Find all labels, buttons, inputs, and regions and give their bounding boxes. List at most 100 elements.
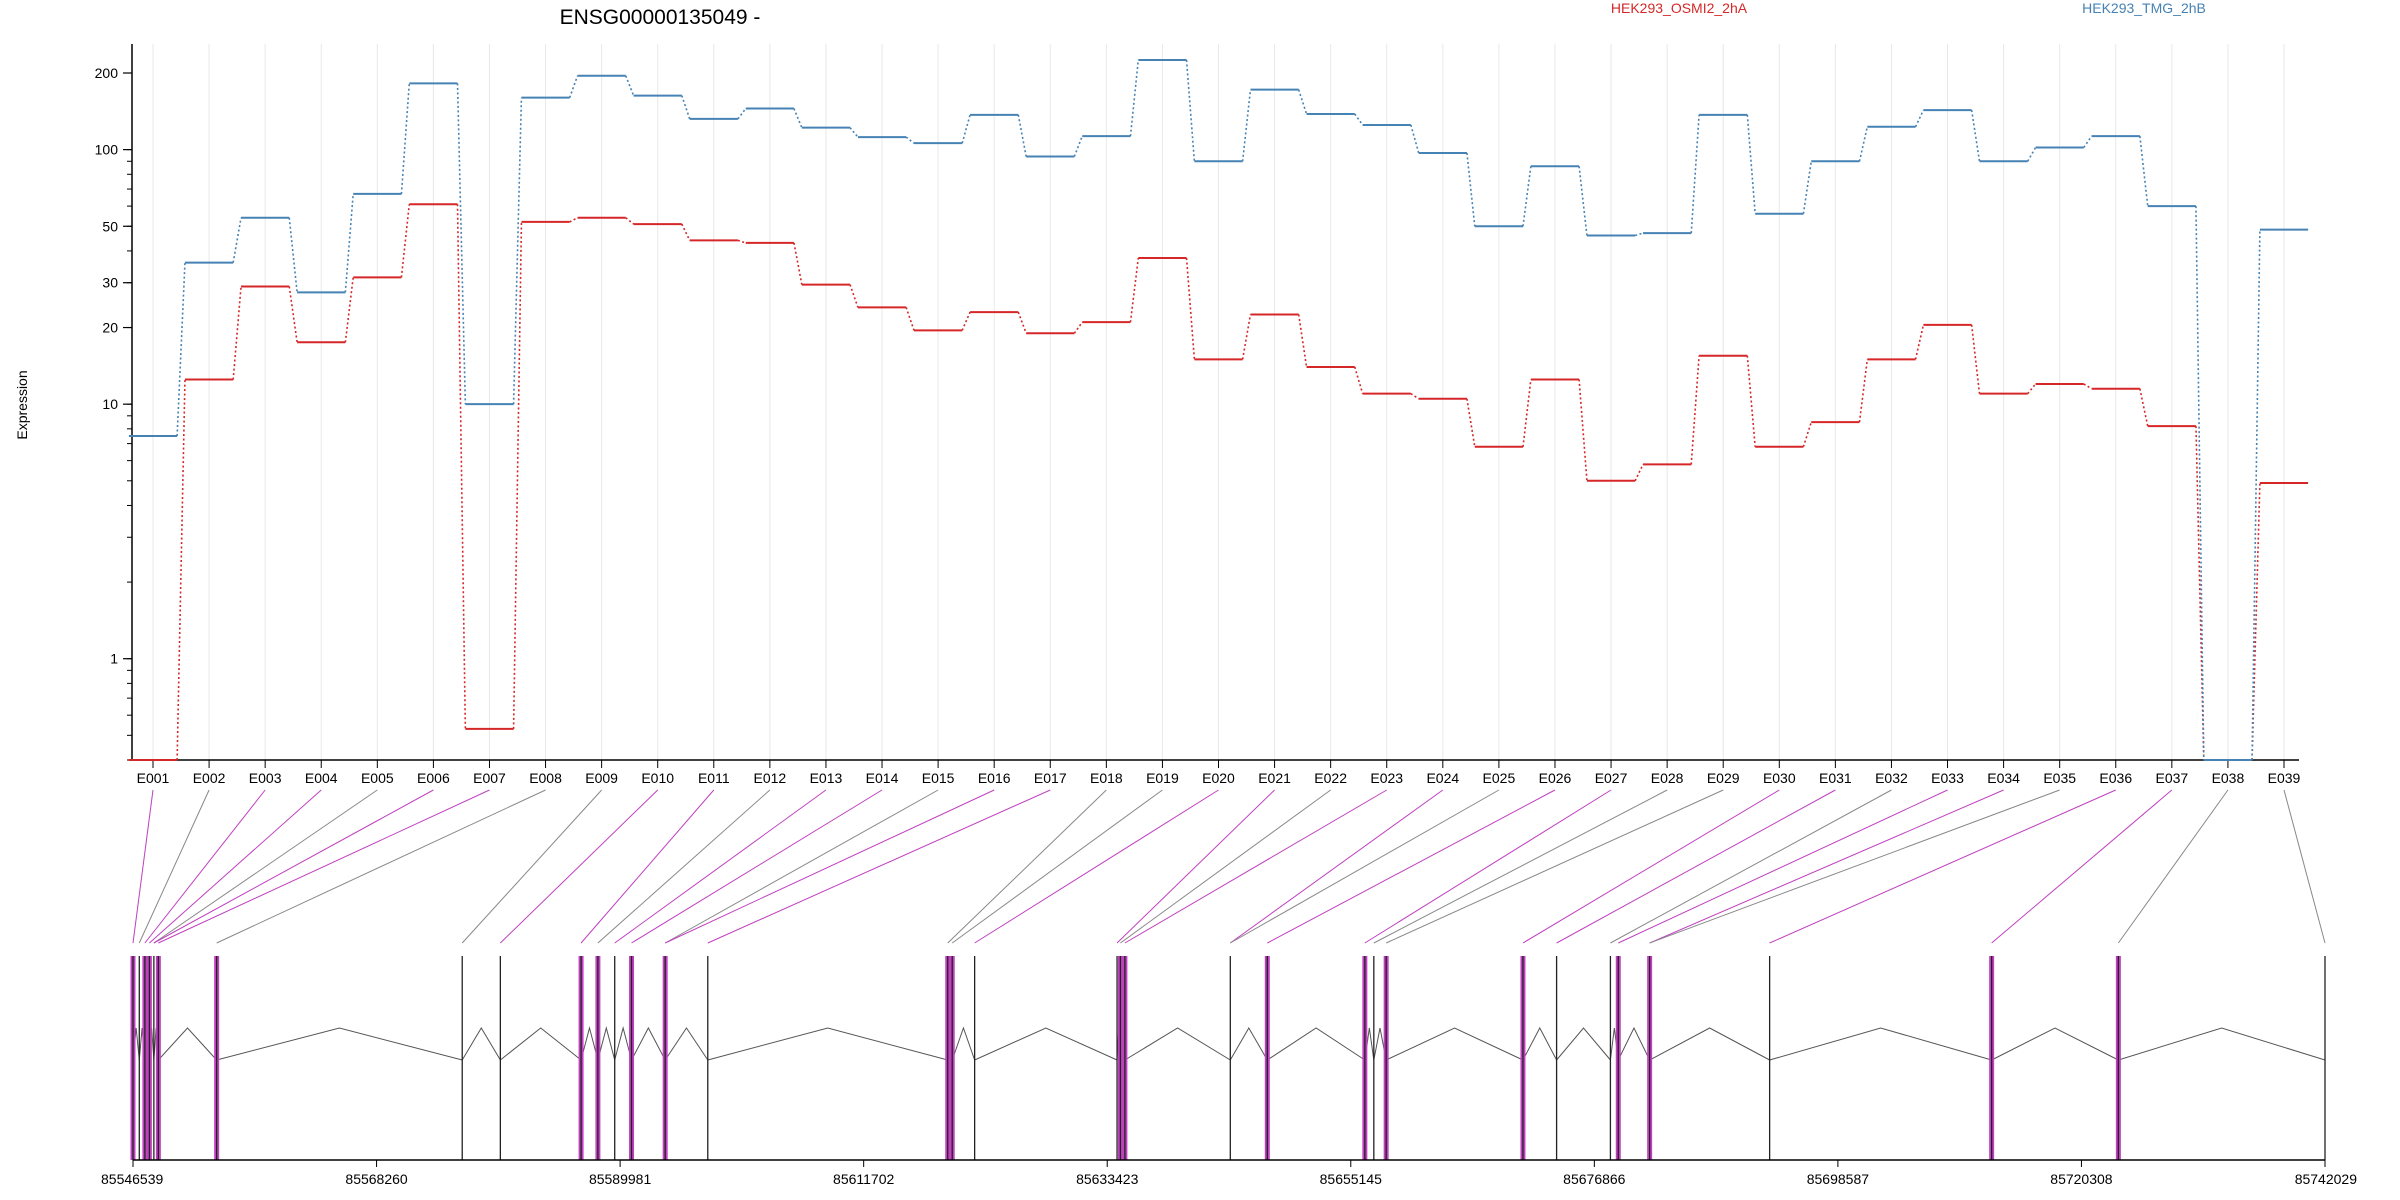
legend-series-2: HEK293_TMG_2hB <box>2082 0 2206 16</box>
series-connector <box>1746 355 1756 447</box>
exon-link <box>664 789 995 944</box>
x-tick-label: E013 <box>810 770 843 786</box>
exon-link <box>158 789 490 944</box>
x-tick-label: E021 <box>1258 770 1291 786</box>
coordinate-tick-label: 85676866 <box>1563 1171 1626 1187</box>
exon-link <box>1120 789 1331 944</box>
axes: 1 10 20 30 50 100 200 E001 E002 E003 E004 E005 E006 E… <box>95 44 2301 786</box>
exon-link <box>951 789 1163 944</box>
x-tick-label: E035 <box>2043 770 2076 786</box>
series-connector <box>1073 321 1083 334</box>
exon-link <box>631 789 883 944</box>
intron-line <box>1649 1027 1770 1061</box>
x-tick-label: E003 <box>249 770 282 786</box>
intron-line <box>1124 1027 1231 1061</box>
x-tick-label: E016 <box>978 770 1011 786</box>
series-connector <box>512 97 523 405</box>
series-connector <box>793 242 803 285</box>
x-tick-label: E034 <box>1987 770 2020 786</box>
x-tick-label: E022 <box>1314 770 1347 786</box>
x-tick-label: E012 <box>754 770 787 786</box>
series-connector <box>2083 135 2093 148</box>
x-tick-label: E014 <box>866 770 899 786</box>
x-tick-label: E032 <box>1875 770 1908 786</box>
series-connector <box>288 286 298 343</box>
series-connector <box>849 284 859 308</box>
y-tick-label: 200 <box>95 65 119 81</box>
x-tick-label: E009 <box>585 770 618 786</box>
coordinate-tick-label: 85611702 <box>833 1171 894 1187</box>
intron-line <box>1229 1027 1268 1061</box>
x-tick-label: E033 <box>1931 770 1964 786</box>
series-connector <box>2027 147 2037 162</box>
series-connector <box>1297 314 1308 368</box>
y-tick-label: 100 <box>95 142 119 158</box>
x-tick-label: E030 <box>1763 770 1796 786</box>
x-tick-label: E019 <box>1146 770 1179 786</box>
series-connector <box>2195 206 2205 761</box>
exon-link <box>614 789 827 944</box>
intron-line <box>1267 1027 1366 1061</box>
series-connector <box>400 83 411 194</box>
series-connector <box>1354 113 1364 126</box>
x-tick-label: E038 <box>2212 770 2245 786</box>
intron-line <box>1617 1026 1651 1061</box>
series-connector <box>2251 229 2261 761</box>
series-connector <box>1185 257 1196 360</box>
exon-link <box>1769 789 2116 944</box>
coordinate-tick-label: 85720308 <box>2050 1171 2113 1187</box>
intron-line <box>1522 1026 1558 1061</box>
exon-link <box>1124 789 1387 944</box>
exon-link <box>597 789 771 944</box>
coordinate-tick-label: 85546539 <box>101 1171 164 1187</box>
series-connector <box>1858 359 1869 423</box>
intron-line <box>2118 1027 2326 1061</box>
series-connector <box>568 75 579 98</box>
exon-link <box>1610 789 1892 944</box>
series-connector <box>961 114 971 144</box>
x-tick-label: E002 <box>193 770 226 786</box>
x-tick-label: E004 <box>305 770 338 786</box>
series-connector <box>737 239 747 244</box>
intron-line <box>614 1026 633 1061</box>
x-tick-label: E023 <box>1370 770 1403 786</box>
exon-link <box>580 789 715 944</box>
x-tick-label: E015 <box>922 770 955 786</box>
series-connector <box>1746 114 1756 214</box>
series-connector <box>1017 311 1027 334</box>
exon-link <box>1649 789 2004 944</box>
exon-link <box>138 789 210 944</box>
x-tick-label: E006 <box>417 770 450 786</box>
series-connector <box>1522 166 1532 227</box>
x-tick-label: E025 <box>1483 770 1516 786</box>
series-connector <box>1690 114 1700 234</box>
series-connector <box>681 95 691 120</box>
series-connector <box>1578 379 1588 481</box>
y-tick-label: 50 <box>102 218 118 234</box>
intron-line <box>1991 1027 2119 1061</box>
x-tick-label: E027 <box>1595 770 1628 786</box>
exon-link <box>153 789 434 944</box>
intron-line <box>974 1027 1118 1061</box>
exon-link <box>1373 789 1668 944</box>
x-tick-label: E018 <box>1090 770 1123 786</box>
x-tick-label: E011 <box>698 770 730 786</box>
series-1 <box>128 203 2309 761</box>
exon-link <box>974 789 1219 944</box>
exon-link <box>947 789 1107 944</box>
intron-line <box>631 1026 666 1061</box>
y-tick-label: 20 <box>102 320 118 336</box>
series-connector <box>961 311 971 331</box>
series-connector <box>1297 89 1308 115</box>
series-connector <box>1522 379 1532 447</box>
series-connector <box>1634 232 1644 237</box>
series-connector <box>456 83 467 405</box>
chart-title: ENSG00000135049 - <box>560 6 761 29</box>
x-tick-label: E017 <box>1034 770 1067 786</box>
x-tick-label: E039 <box>2268 770 2301 786</box>
exon-link <box>499 789 659 944</box>
x-tick-label: E037 <box>2155 770 2188 786</box>
series-connector <box>344 277 354 343</box>
intron-line <box>500 1027 582 1061</box>
series-connector <box>1017 114 1027 157</box>
